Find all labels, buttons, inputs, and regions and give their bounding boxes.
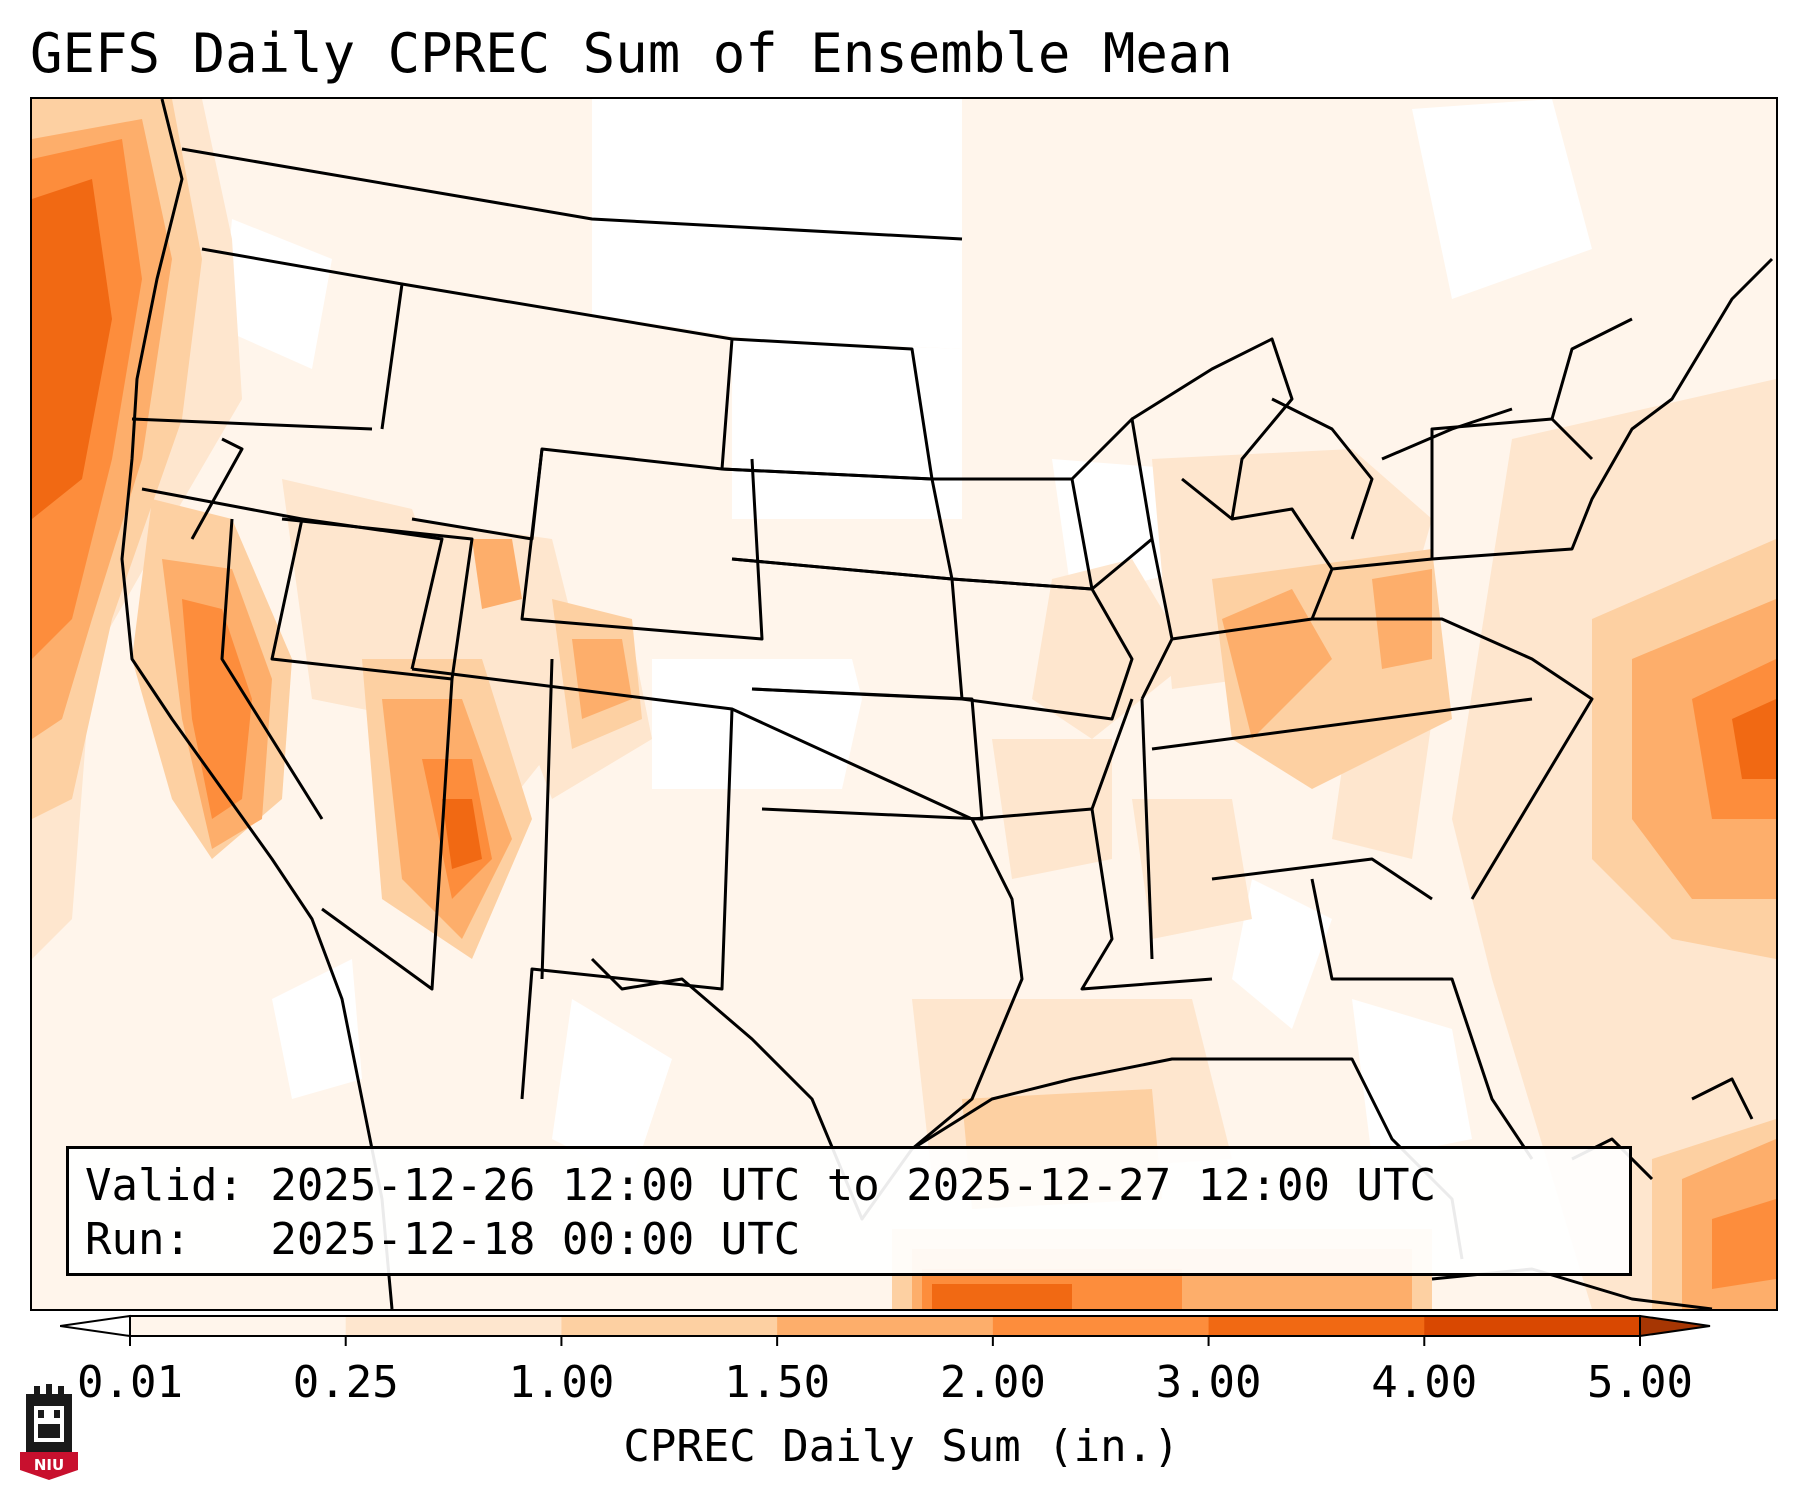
colorbar-tick-label: 5.00 <box>1587 1357 1693 1408</box>
colorbar-label: CPREC Daily Sum (in.) <box>623 1421 1180 1472</box>
colorbar-border <box>129 1315 1641 1337</box>
colorbar-segment <box>1424 1316 1641 1336</box>
colorbar-ticks <box>129 1336 1641 1346</box>
colorbar-segment <box>777 1316 994 1336</box>
colorbar-tick-label: 3.00 <box>1155 1357 1262 1408</box>
state-boundaries <box>120 99 1774 1309</box>
logo-text: NIU <box>34 1456 64 1474</box>
colorbar-segment <box>561 1316 778 1336</box>
colorbar-tick-label: 2.00 <box>939 1357 1046 1408</box>
valid-time-text: Valid: 2025-12-26 12:00 UTC to 2025-12-2… <box>85 1160 1437 1211</box>
map-panel <box>30 97 1778 1311</box>
intense-precip-areas <box>32 179 1776 1309</box>
colorbar-over-extension <box>1639 1314 1711 1338</box>
colorbar-segment <box>130 1316 347 1336</box>
colorbar-tick-label: 0.25 <box>292 1357 399 1408</box>
colorbar-tick-label: 4.00 <box>1371 1357 1478 1408</box>
precipitation-map <box>32 99 1776 1309</box>
colorbar-tick-label: 1.50 <box>724 1357 831 1408</box>
colorbar <box>60 1314 1711 1346</box>
university-tower-icon: NIU <box>20 1384 78 1480</box>
map-title: GEFS Daily CPREC Sum of Ensemble Mean <box>30 22 1233 85</box>
colorbar-under-extension <box>60 1314 131 1338</box>
validity-info-box: Valid: 2025-12-26 12:00 UTC to 2025-12-2… <box>66 1146 1632 1276</box>
colorbar-tick-label: 0.01 <box>77 1357 183 1408</box>
colorbar-segment <box>992 1316 1210 1336</box>
colorbar-segments <box>60 1314 1711 1338</box>
no-precip-areas <box>222 99 1592 1179</box>
colorbar-segment <box>1208 1316 1425 1336</box>
colorbar-segment <box>345 1316 562 1336</box>
run-time-text: Run: 2025-12-18 00:00 UTC <box>85 1214 801 1265</box>
colorbar-tick-label: 1.00 <box>508 1357 615 1408</box>
